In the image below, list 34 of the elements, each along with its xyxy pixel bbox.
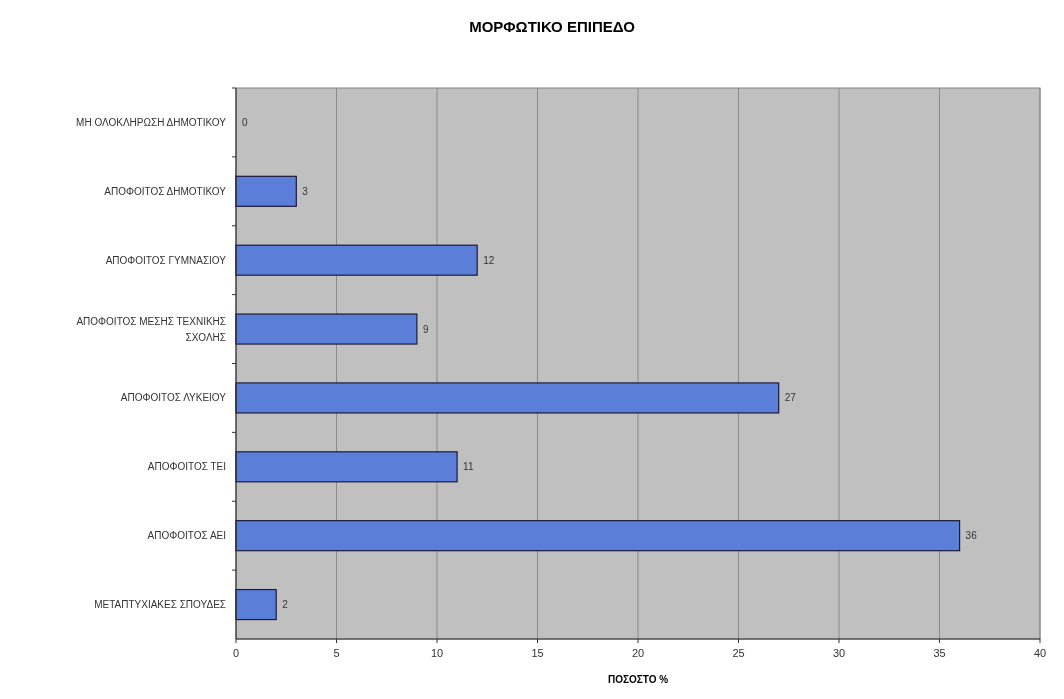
x-tick-label: 5 bbox=[333, 647, 340, 659]
y-tick-label: ΑΠΟΦΟΙΤΟΣ ΑΕΙ bbox=[147, 530, 226, 542]
data-label: 36 bbox=[965, 530, 978, 542]
bar bbox=[235, 451, 458, 483]
y-tick-label: ΑΠΟΦΟΙΤΟΣ ΔΗΜΟΤΙΚΟΥ bbox=[104, 185, 227, 197]
y-tick-label: ΑΠΟΦΟΙΤΟΣ ΤΕΙ bbox=[147, 461, 226, 473]
x-axis-title: ΠΟΣΟΣΤΟ % bbox=[607, 674, 669, 685]
y-tick-label: ΜΗ ΟΛΟΚΛΗΡΩΣΗ ΔΗΜΟΤΙΚΟΥ bbox=[76, 116, 227, 128]
y-tick-label: ΜΕΤΑΠΤΥΧΙΑΚΕΣ ΣΠΟΥΔΕΣ bbox=[94, 599, 226, 611]
data-label: 9 bbox=[422, 323, 429, 335]
y-tick-label: ΑΠΟΦΟΙΤΟΣ ΛΥΚΕΙΟΥ bbox=[120, 392, 227, 404]
x-tick-label: 40 bbox=[1033, 647, 1047, 659]
x-tick-label: 15 bbox=[531, 647, 544, 659]
y-tick-label: ΑΠΟΦΟΙΤΟΣ ΜΕΣΗΣ ΤΕΧΝΙΚΗΣ ΣΧΟΛΗΣ bbox=[76, 315, 226, 343]
bar bbox=[235, 588, 277, 621]
x-tick-label: 30 bbox=[832, 647, 846, 659]
data-label: 11 bbox=[463, 461, 474, 473]
chart-title: ΜΟΡΦΩΤΙΚΟ ΕΠΙΠΕΔΟ bbox=[469, 18, 636, 35]
x-tick-label: 20 bbox=[631, 647, 645, 659]
data-label: 27 bbox=[784, 392, 797, 404]
bar bbox=[235, 520, 961, 552]
bar bbox=[235, 313, 418, 345]
x-tick-label: 10 bbox=[430, 647, 444, 659]
x-tick-label: 0 bbox=[232, 647, 240, 659]
bar bbox=[235, 244, 478, 276]
x-tick-label: 25 bbox=[732, 647, 745, 659]
bar bbox=[235, 382, 780, 414]
data-label: 2 bbox=[282, 599, 289, 611]
data-label: 3 bbox=[302, 185, 309, 197]
data-label: 12 bbox=[483, 254, 495, 266]
bar bbox=[235, 175, 297, 207]
x-tick-label: 35 bbox=[933, 647, 946, 659]
data-label: 0 bbox=[242, 116, 248, 128]
y-tick-label: ΑΠΟΦΟΙΤΟΣ ΓΥΜΝΑΣΙΟΥ bbox=[105, 254, 227, 266]
